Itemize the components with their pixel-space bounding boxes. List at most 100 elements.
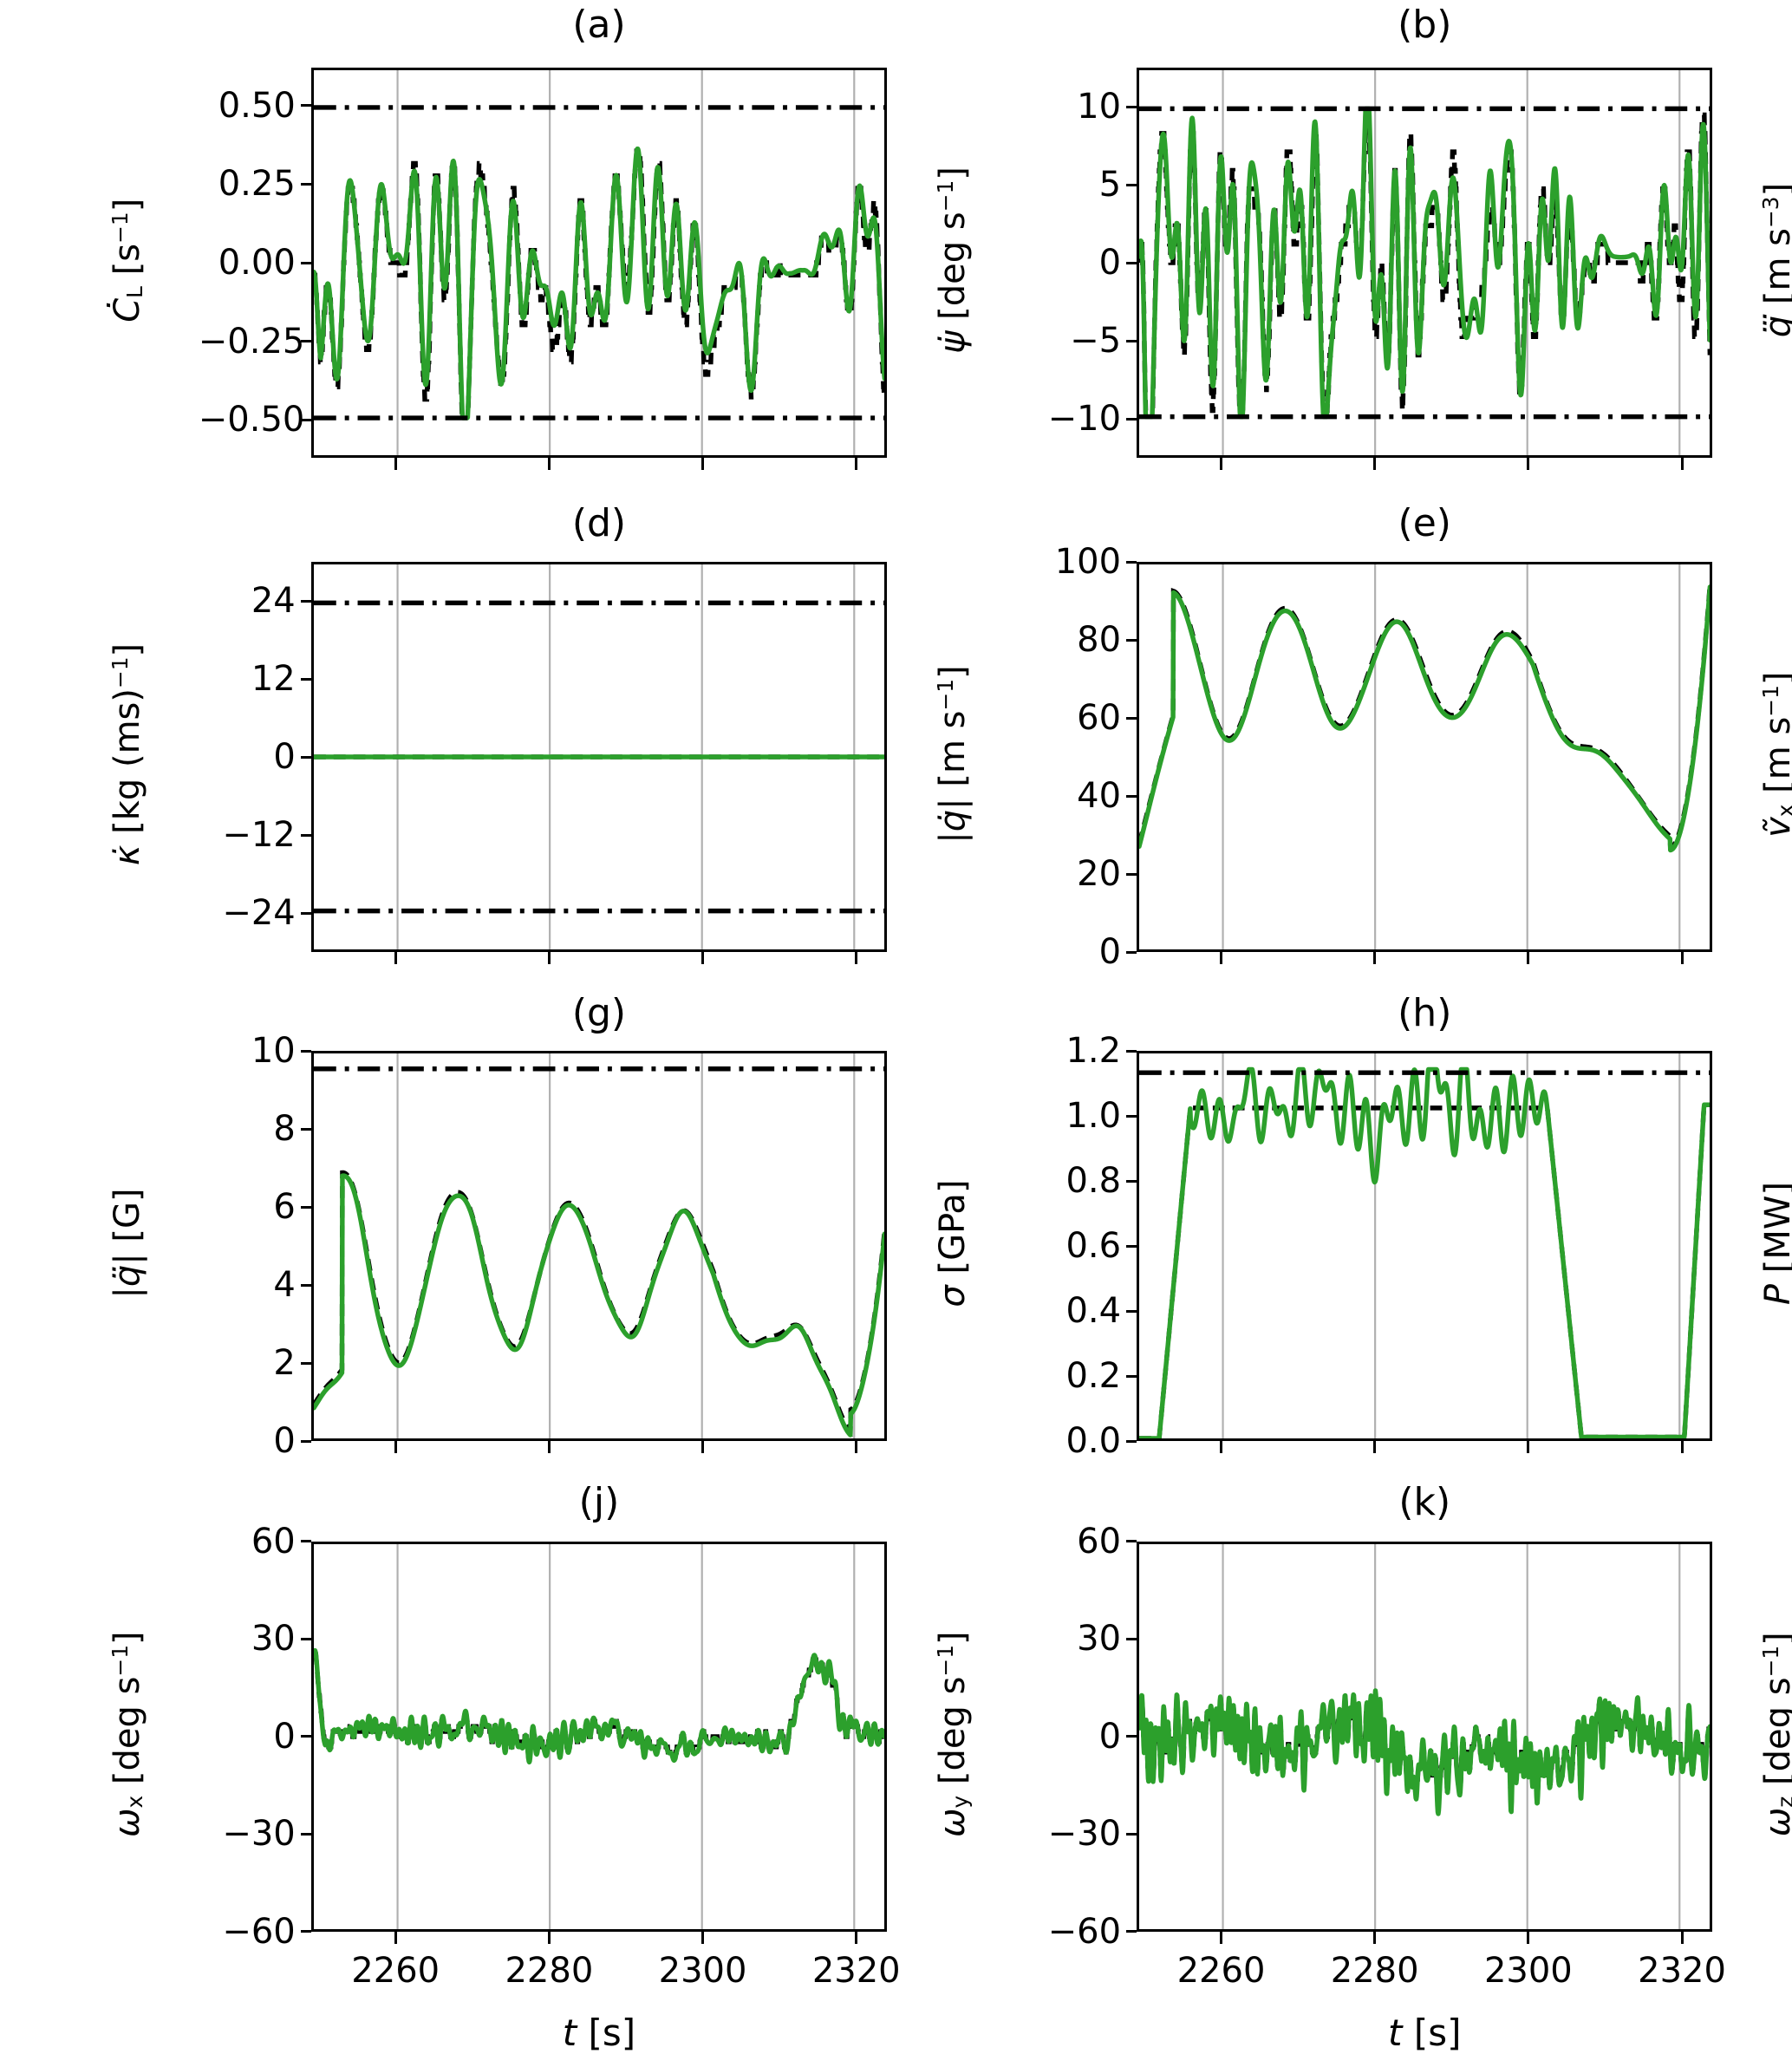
x-tick-mark bbox=[855, 952, 858, 964]
series-reference bbox=[1139, 584, 1711, 851]
x-tick-mark bbox=[1373, 1931, 1377, 1944]
y-tick-mark bbox=[1126, 1374, 1137, 1378]
y-tick-label: 0 bbox=[1098, 1716, 1122, 1757]
y-tick-mark bbox=[1126, 1114, 1137, 1118]
y-tick-mark bbox=[300, 340, 311, 343]
y-tick-label: 0.0 bbox=[1065, 1421, 1122, 1461]
x-tick-mark bbox=[1680, 1931, 1684, 1944]
x-tick-mark bbox=[855, 458, 858, 470]
x-tick-label: 2300 bbox=[1483, 1950, 1573, 1991]
y-tick-label: −10 bbox=[1047, 399, 1122, 439]
y-tick-label: −5 bbox=[1070, 321, 1122, 361]
x-tick-mark bbox=[1220, 458, 1222, 470]
y-tick-label: 0.50 bbox=[218, 85, 296, 126]
x-tick-label: 2320 bbox=[1638, 1950, 1726, 1991]
series-reference bbox=[1139, 1102, 1711, 1438]
y-tick-mark bbox=[1126, 1309, 1137, 1313]
plot-area-e bbox=[1137, 562, 1713, 952]
y-tick-label: 0 bbox=[273, 1421, 296, 1461]
y-axis-label-h: σ [GPa] bbox=[933, 1179, 974, 1307]
y-tick-label: 100 bbox=[1054, 542, 1122, 582]
y-tick-label: 0.4 bbox=[1065, 1291, 1122, 1331]
x-tick-mark bbox=[1527, 1441, 1530, 1453]
subplot-title-e: (e) bbox=[1398, 500, 1451, 545]
y-tick-mark bbox=[300, 1832, 311, 1836]
y-tick-label: 1.0 bbox=[1065, 1096, 1122, 1136]
subplot-title-k: (k) bbox=[1398, 1480, 1451, 1524]
x-tick-mark bbox=[855, 1931, 858, 1944]
plot-area-h bbox=[1137, 1051, 1713, 1441]
y-tick-label: 30 bbox=[251, 1619, 296, 1659]
y-tick-label: −60 bbox=[1047, 1911, 1122, 1952]
subplot-title-j: (j) bbox=[578, 1480, 620, 1524]
x-tick-label: 2320 bbox=[811, 1950, 901, 1991]
y-axis-label-a: ĊL [s−1] bbox=[107, 198, 148, 323]
y-tick-label: 2 bbox=[273, 1343, 296, 1383]
y-tick-label: 0.25 bbox=[218, 164, 296, 205]
x-tick-label: 2260 bbox=[351, 1950, 440, 1991]
y-tick-mark bbox=[300, 755, 311, 759]
y-tick-label: 12 bbox=[251, 659, 296, 699]
y-tick-mark bbox=[300, 1127, 311, 1131]
y-tick-label: 0.00 bbox=[218, 243, 296, 283]
series-prediction bbox=[1139, 584, 1711, 853]
plot-area-g bbox=[310, 1051, 888, 1441]
y-tick-label: 40 bbox=[1077, 776, 1122, 816]
x-tick-label: 2260 bbox=[1176, 1950, 1266, 1991]
x-tick-mark bbox=[855, 1441, 858, 1453]
y-tick-label: −60 bbox=[222, 1911, 296, 1952]
series-prediction bbox=[313, 1173, 885, 1438]
subplot-title-a: (a) bbox=[572, 3, 626, 47]
y-tick-mark bbox=[300, 182, 311, 186]
y-tick-mark bbox=[1126, 1735, 1137, 1738]
x-tick-mark bbox=[701, 1441, 705, 1453]
plot-area-j bbox=[310, 1541, 888, 1932]
y-tick-label: 20 bbox=[1077, 854, 1122, 894]
x-tick-mark bbox=[701, 458, 705, 470]
y-tick-label: 0 bbox=[1098, 932, 1122, 972]
x-tick-mark bbox=[701, 1931, 705, 1944]
x-tick-mark bbox=[1527, 952, 1530, 964]
y-tick-mark bbox=[300, 418, 311, 421]
y-tick-mark bbox=[1126, 1439, 1137, 1443]
y-tick-mark bbox=[300, 911, 311, 915]
y-tick-mark bbox=[1126, 872, 1137, 876]
x-tick-mark bbox=[547, 952, 551, 964]
y-tick-label: −30 bbox=[1047, 1814, 1122, 1854]
y-tick-mark bbox=[300, 599, 311, 603]
x-tick-mark bbox=[394, 1931, 397, 1944]
plot-area-b bbox=[1137, 68, 1713, 458]
y-tick-label: −12 bbox=[222, 815, 296, 855]
plot-area-a bbox=[310, 68, 888, 458]
y-tick-mark bbox=[1126, 417, 1137, 421]
y-tick-mark bbox=[1126, 261, 1137, 264]
y-tick-label: −0.50 bbox=[198, 400, 305, 440]
y-axis-label-d: κ̇ [kg (ms)−1] bbox=[107, 642, 147, 866]
y-tick-mark bbox=[1126, 105, 1137, 108]
y-tick-mark bbox=[1126, 1049, 1137, 1053]
x-tick-mark bbox=[394, 458, 397, 470]
subplot-title-d: (d) bbox=[571, 500, 627, 545]
y-tick-label: 30 bbox=[1077, 1619, 1122, 1659]
y-tick-mark bbox=[300, 1540, 311, 1542]
y-tick-label: 0 bbox=[273, 737, 296, 777]
y-tick-label: 60 bbox=[251, 1521, 296, 1562]
x-tick-label: 2280 bbox=[505, 1950, 594, 1991]
x-tick-mark bbox=[1220, 1931, 1222, 1944]
y-tick-mark bbox=[300, 1930, 311, 1933]
subplot-title-b: (b) bbox=[1398, 3, 1452, 47]
y-tick-label: 80 bbox=[1077, 620, 1122, 660]
y-tick-label: 0.8 bbox=[1065, 1161, 1122, 1201]
x-tick-mark bbox=[1680, 458, 1684, 470]
y-axis-label-b: ψ̇ [deg s−1] bbox=[933, 166, 974, 354]
x-tick-mark bbox=[394, 952, 397, 964]
y-axis-label-g: |q̈| [G] bbox=[107, 1188, 147, 1299]
y-axis-label-f: ṽx [m s−1] bbox=[1758, 672, 1792, 838]
